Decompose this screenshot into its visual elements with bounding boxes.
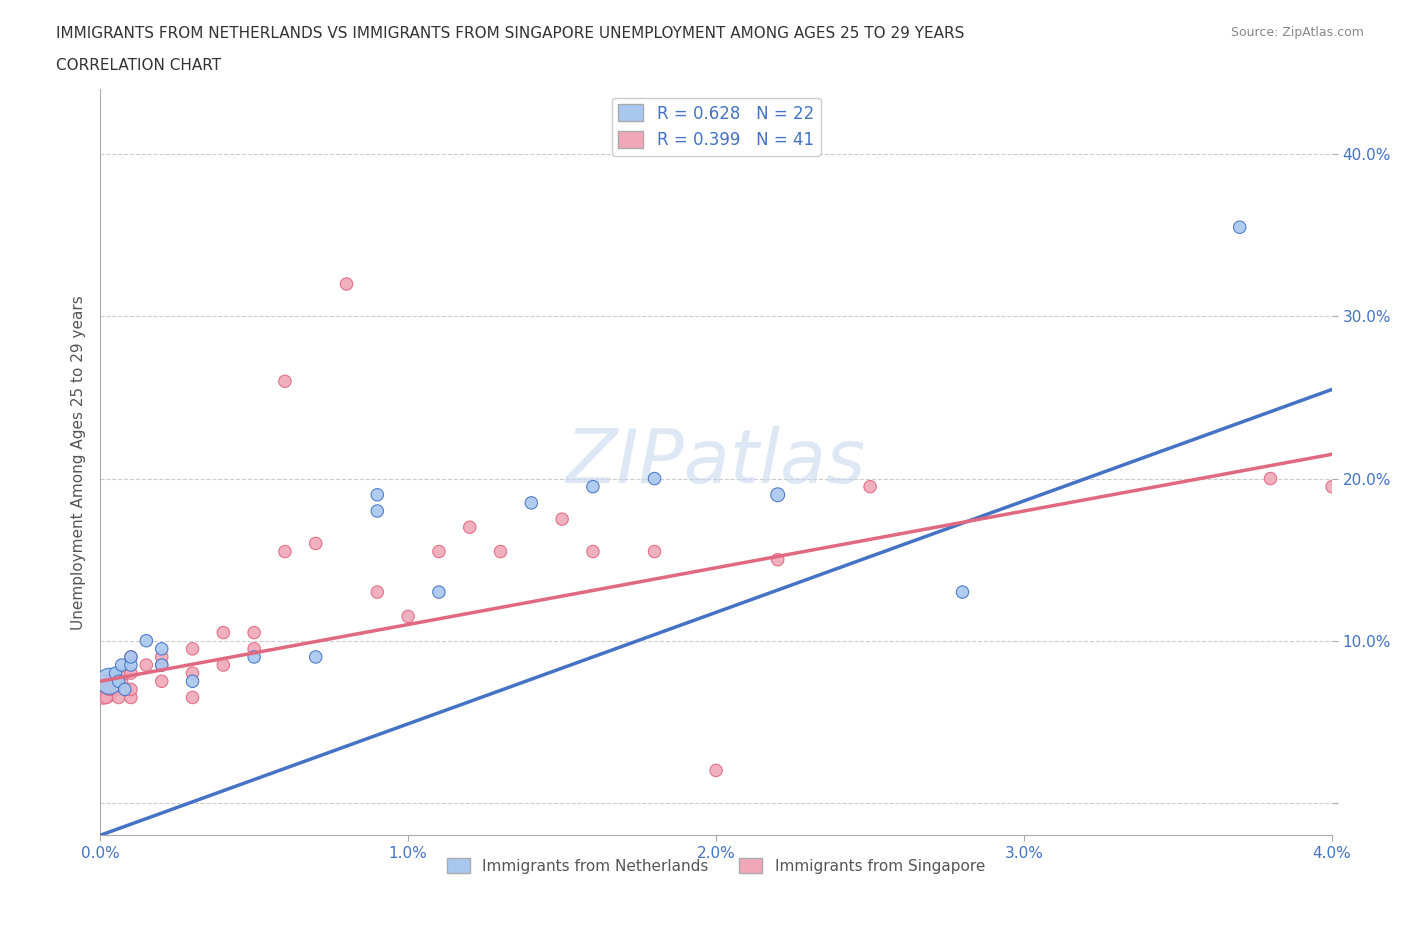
Point	[520, 496, 543, 511]
Point	[101, 674, 124, 689]
Point	[181, 674, 204, 689]
Point	[551, 512, 574, 526]
Point	[427, 585, 450, 600]
Text: CORRELATION CHART: CORRELATION CHART	[56, 58, 221, 73]
Point	[181, 690, 204, 705]
Point	[489, 544, 512, 559]
Point	[243, 625, 266, 640]
Point	[120, 649, 142, 664]
Y-axis label: Unemployment Among Ages 25 to 29 years: Unemployment Among Ages 25 to 29 years	[72, 295, 86, 630]
Point	[98, 674, 121, 689]
Point	[243, 642, 266, 657]
Point	[135, 633, 157, 648]
Point	[150, 674, 173, 689]
Point	[427, 544, 450, 559]
Point	[1229, 219, 1251, 234]
Point	[859, 479, 882, 494]
Point	[104, 666, 127, 681]
Point	[114, 682, 136, 697]
Point	[111, 658, 134, 672]
Point	[1260, 472, 1282, 486]
Point	[458, 520, 481, 535]
Point	[366, 585, 388, 600]
Point	[135, 658, 157, 672]
Point	[396, 609, 419, 624]
Point	[96, 682, 118, 697]
Point	[305, 536, 328, 551]
Point	[150, 642, 173, 657]
Point	[120, 658, 142, 672]
Text: IMMIGRANTS FROM NETHERLANDS VS IMMIGRANTS FROM SINGAPORE UNEMPLOYMENT AMONG AGES: IMMIGRANTS FROM NETHERLANDS VS IMMIGRANT…	[56, 26, 965, 41]
Point	[91, 682, 114, 697]
Point	[952, 585, 974, 600]
Point	[274, 544, 297, 559]
Point	[150, 649, 173, 664]
Point	[104, 682, 127, 697]
Point	[107, 674, 129, 689]
Point	[96, 690, 118, 705]
Point	[212, 625, 235, 640]
Point	[1320, 479, 1343, 494]
Point	[111, 674, 134, 689]
Text: Source: ZipAtlas.com: Source: ZipAtlas.com	[1230, 26, 1364, 39]
Text: ZIPatlas: ZIPatlas	[567, 426, 866, 498]
Point	[644, 544, 666, 559]
Point	[98, 682, 121, 697]
Point	[243, 649, 266, 664]
Point	[582, 479, 605, 494]
Point	[704, 763, 727, 777]
Point	[274, 374, 297, 389]
Point	[120, 666, 142, 681]
Legend: Immigrants from Netherlands, Immigrants from Singapore: Immigrants from Netherlands, Immigrants …	[441, 852, 991, 880]
Point	[107, 690, 129, 705]
Point	[335, 276, 357, 291]
Point	[305, 649, 328, 664]
Point	[181, 666, 204, 681]
Point	[181, 642, 204, 657]
Point	[212, 658, 235, 672]
Point	[644, 472, 666, 486]
Point	[120, 649, 142, 664]
Point	[366, 503, 388, 518]
Point	[120, 690, 142, 705]
Point	[582, 544, 605, 559]
Point	[120, 682, 142, 697]
Point	[150, 658, 173, 672]
Point	[766, 552, 789, 567]
Point	[766, 487, 789, 502]
Point	[114, 666, 136, 681]
Point	[150, 658, 173, 672]
Point	[366, 487, 388, 502]
